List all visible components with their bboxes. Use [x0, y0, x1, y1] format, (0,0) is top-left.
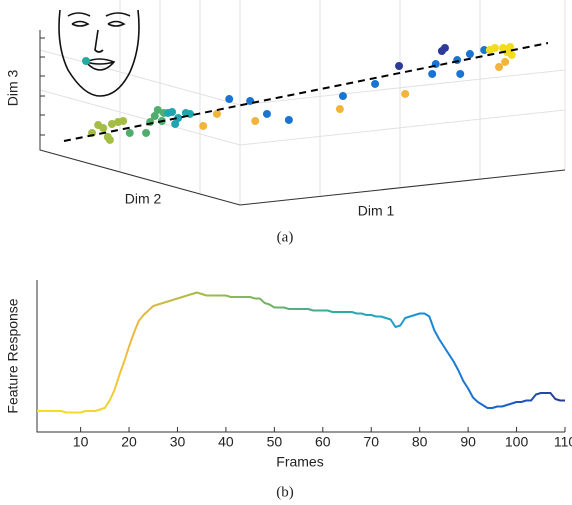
- x-tick-label: 40: [218, 434, 234, 450]
- point: [262, 109, 271, 118]
- point: [335, 105, 344, 114]
- point: [107, 119, 116, 128]
- x-axis-label: Dim 1: [358, 203, 395, 219]
- point: [119, 117, 128, 125]
- caption: (a): [277, 229, 294, 245]
- point: [480, 46, 489, 55]
- point: [174, 114, 183, 123]
- point: [171, 119, 180, 128]
- x-tick-label: 80: [412, 434, 428, 450]
- point: [456, 69, 465, 78]
- point: [99, 124, 108, 133]
- point: [168, 108, 177, 117]
- trend-line: [63, 42, 549, 143]
- point: [225, 95, 234, 104]
- x-tick-label: 90: [460, 434, 476, 450]
- point: [142, 128, 151, 137]
- box-grid: [39, 0, 566, 206]
- point: [437, 47, 446, 56]
- x-tick-label: 110: [554, 434, 572, 450]
- point: [105, 135, 114, 144]
- point: [338, 92, 347, 101]
- face-icon: [58, 9, 140, 97]
- point: [284, 115, 293, 124]
- point: [401, 89, 410, 98]
- x-tick-label: 50: [267, 434, 283, 450]
- axes: [36, 280, 565, 433]
- point: [125, 128, 134, 137]
- y-axis-label: Feature Response: [5, 298, 21, 413]
- point: [507, 50, 516, 59]
- point: [495, 63, 503, 72]
- point: [490, 43, 499, 52]
- response-line: [37, 291, 565, 414]
- point: [199, 121, 208, 130]
- z-axis-label: Dim 3: [5, 70, 21, 107]
- face-dot: [82, 57, 90, 65]
- x-tick-label: 100: [505, 434, 529, 450]
- x-axis-label: Frames: [276, 454, 323, 470]
- point: [246, 96, 255, 105]
- point: [465, 50, 474, 59]
- x-tick-label: 60: [315, 434, 331, 450]
- point: [153, 105, 162, 114]
- point: [501, 57, 510, 66]
- x-tick-label: 70: [363, 434, 379, 450]
- point: [428, 69, 437, 78]
- point: [212, 109, 221, 118]
- y-axis-label: Dim 2: [125, 191, 162, 207]
- point: [150, 112, 159, 121]
- x-tick-label: 30: [170, 434, 186, 450]
- point: [251, 117, 260, 125]
- x-tick-label: 10: [73, 434, 89, 450]
- point: [395, 62, 404, 71]
- caption: (b): [276, 484, 294, 500]
- point: [371, 79, 380, 88]
- x-tick-label: 20: [121, 434, 137, 450]
